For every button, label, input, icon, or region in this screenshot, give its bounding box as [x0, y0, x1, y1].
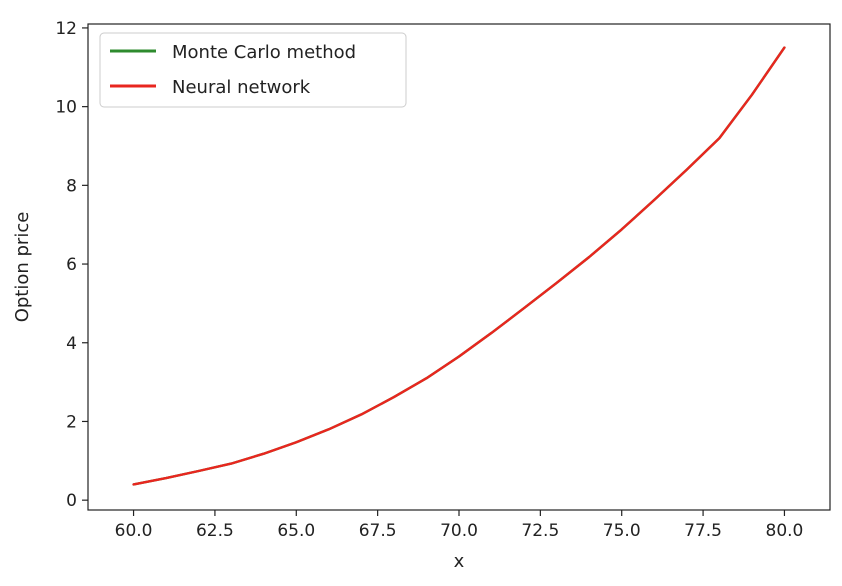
x-tick-label: 62.5: [196, 521, 234, 541]
y-tick-label: 4: [66, 334, 77, 354]
x-tick-label: 60.0: [115, 521, 153, 541]
legend: Monte Carlo method Neural network: [99, 32, 407, 108]
x-tick-label: 80.0: [766, 521, 804, 541]
legend-label-neural-network: Neural network: [172, 77, 311, 98]
x-axis: 60.0 62.5 65.0 67.5 70.0 72.5 75.0 77.5 80.0: [115, 510, 804, 541]
x-tick-label: 70.0: [440, 521, 478, 541]
x-axis-label: x: [454, 551, 465, 572]
legend-label-monte-carlo: Monte Carlo method: [172, 42, 356, 63]
y-tick-label: 6: [66, 255, 77, 275]
x-tick-label: 72.5: [521, 521, 559, 541]
y-axis: 0 2 4 6 8 10 12: [55, 19, 88, 511]
series-lines: [132, 46, 786, 486]
y-tick-label: 0: [66, 491, 77, 511]
x-tick-label: 75.0: [603, 521, 641, 541]
y-tick-label: 12: [55, 19, 77, 39]
legend-box: [99, 32, 407, 108]
y-tick-label: 8: [66, 176, 77, 196]
y-tick-label: 2: [66, 412, 77, 432]
x-tick-label: 77.5: [684, 521, 722, 541]
series-line-neural-network: [132, 46, 786, 486]
x-tick-label: 65.0: [277, 521, 315, 541]
y-tick-label: 10: [55, 98, 77, 118]
y-axis-label: Option price: [12, 212, 33, 323]
x-tick-label: 67.5: [359, 521, 397, 541]
